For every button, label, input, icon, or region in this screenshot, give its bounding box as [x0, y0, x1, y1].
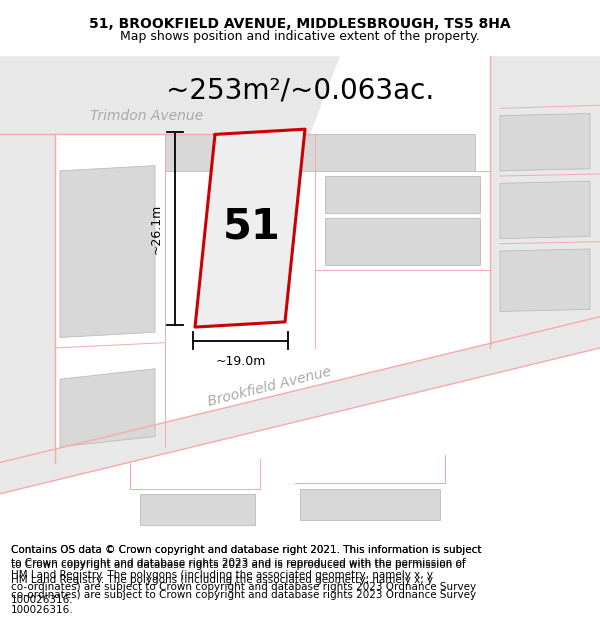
Text: Brookfield Avenue: Brookfield Avenue — [207, 364, 333, 409]
Text: co-ordinates) are subject to Crown copyright and database rights 2023 Ordnance S: co-ordinates) are subject to Crown copyr… — [11, 590, 476, 600]
Text: 51: 51 — [223, 205, 281, 247]
Polygon shape — [0, 56, 340, 134]
Text: to Crown copyright and database rights 2023 and is reproduced with the permissio: to Crown copyright and database rights 2… — [11, 558, 466, 568]
Text: Trimdon Avenue: Trimdon Avenue — [90, 109, 203, 122]
Polygon shape — [60, 166, 155, 338]
Polygon shape — [500, 249, 590, 311]
Text: ~26.1m: ~26.1m — [150, 204, 163, 254]
Polygon shape — [0, 134, 55, 462]
Polygon shape — [325, 217, 480, 264]
Polygon shape — [195, 129, 305, 327]
Text: HM Land Registry. The polygons (including the associated geometry, namely x, y: HM Land Registry. The polygons (includin… — [11, 570, 433, 580]
Polygon shape — [140, 494, 255, 525]
Text: 51, BROOKFIELD AVENUE, MIDDLESBROUGH, TS5 8HA: 51, BROOKFIELD AVENUE, MIDDLESBROUGH, TS… — [89, 18, 511, 31]
Text: Contains OS data © Crown copyright and database right 2021. This information is : Contains OS data © Crown copyright and d… — [11, 545, 481, 555]
Polygon shape — [0, 317, 600, 494]
Text: to Crown copyright and database rights 2023 and is reproduced with the permissio: to Crown copyright and database rights 2… — [11, 560, 466, 570]
Text: HM Land Registry. The polygons (including the associated geometry, namely x, y: HM Land Registry. The polygons (includin… — [11, 575, 433, 585]
Polygon shape — [490, 56, 600, 348]
Polygon shape — [500, 114, 590, 171]
Text: 100026316.: 100026316. — [11, 595, 73, 605]
Polygon shape — [165, 134, 475, 171]
Polygon shape — [500, 181, 590, 239]
Polygon shape — [60, 369, 155, 447]
Text: ~253m²/~0.063ac.: ~253m²/~0.063ac. — [166, 77, 434, 104]
Polygon shape — [325, 176, 480, 212]
Polygon shape — [300, 489, 440, 520]
Text: Map shows position and indicative extent of the property.: Map shows position and indicative extent… — [120, 30, 480, 43]
Text: 100026316.: 100026316. — [11, 605, 73, 615]
Text: co-ordinates) are subject to Crown copyright and database rights 2023 Ordnance S: co-ordinates) are subject to Crown copyr… — [11, 582, 476, 592]
Text: Contains OS data © Crown copyright and database right 2021. This information is : Contains OS data © Crown copyright and d… — [11, 545, 481, 555]
Text: ~19.0m: ~19.0m — [215, 355, 266, 368]
